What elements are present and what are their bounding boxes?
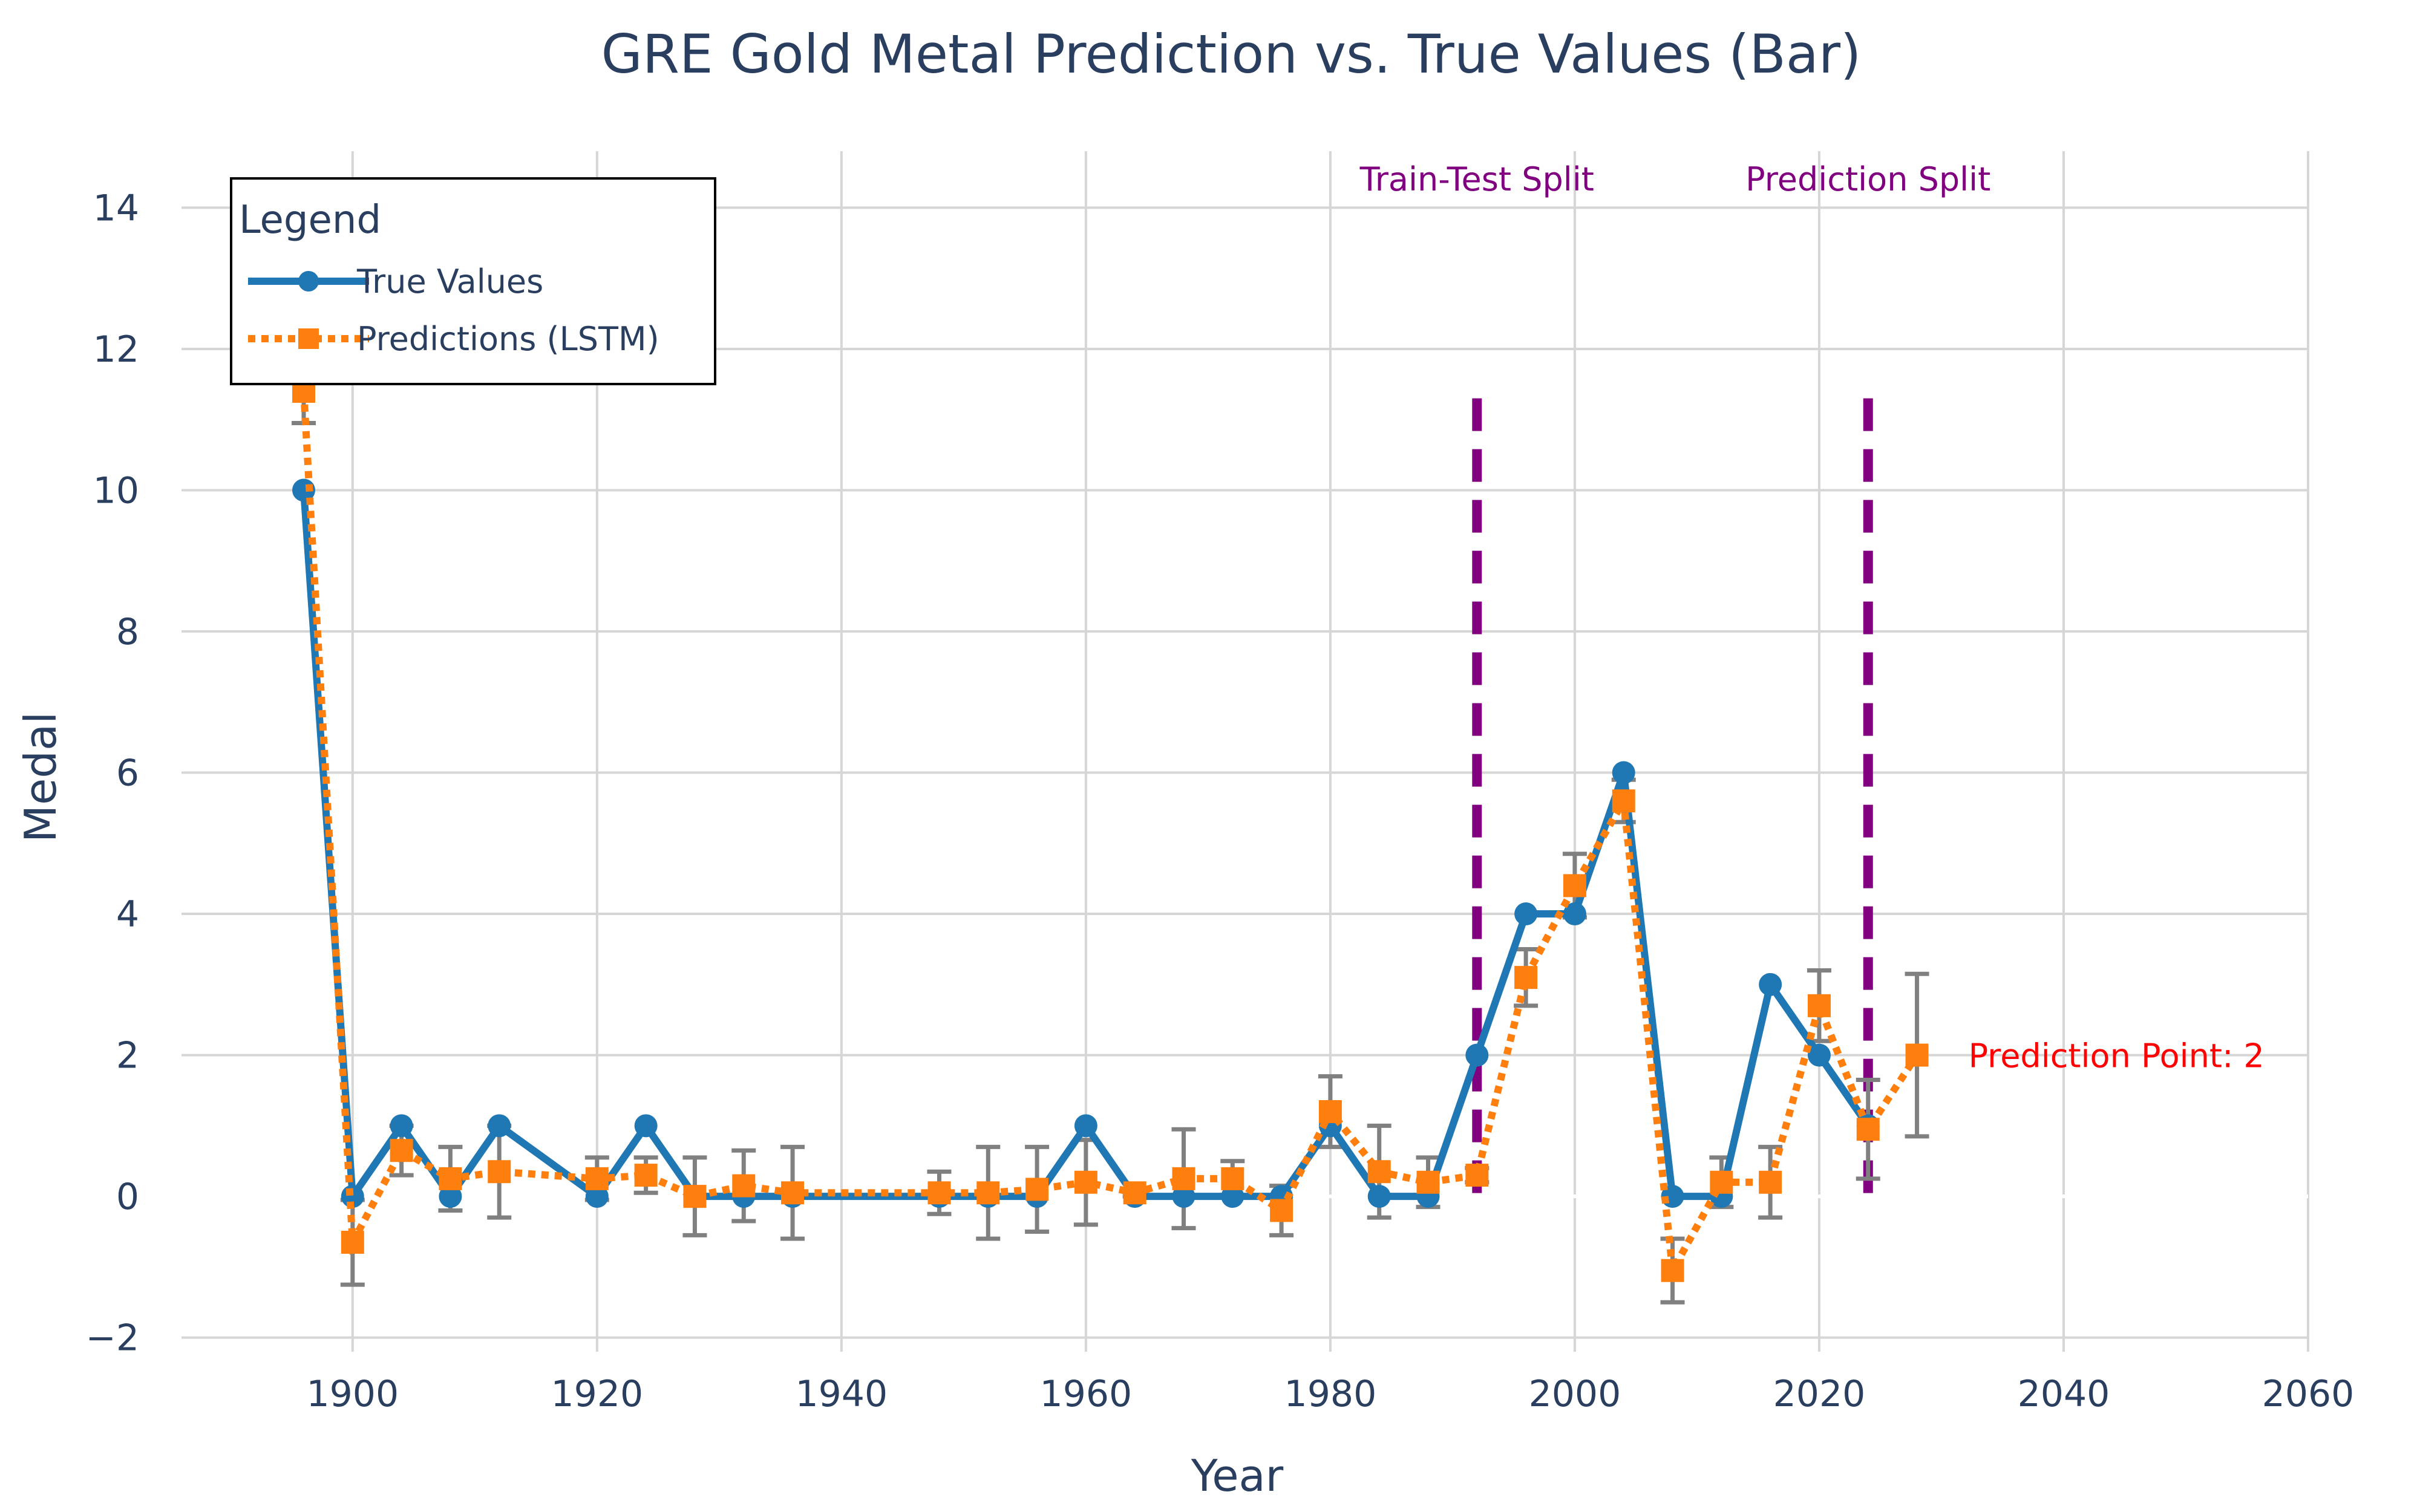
predictions-line — [300, 391, 1920, 1283]
prediction-point — [1465, 1164, 1489, 1187]
y-tick-label: −2 — [86, 1317, 139, 1360]
true-value-point — [1172, 1185, 1195, 1208]
true-value-point — [1563, 902, 1586, 926]
split-lines: Train-Test Split Prediction Split — [1359, 160, 1990, 1197]
x-tick-label: 2020 — [1773, 1373, 1866, 1415]
true-value-point — [1612, 761, 1635, 784]
true-value-point — [1221, 1185, 1244, 1208]
prediction-point — [341, 1231, 364, 1254]
prediction-point — [781, 1181, 805, 1205]
true-value-point — [390, 1114, 413, 1138]
grid-lines — [182, 151, 2309, 1352]
prediction-point — [732, 1174, 756, 1198]
prediction-point — [683, 1185, 707, 1208]
prediction-point — [1710, 1170, 1733, 1194]
true-values-line — [300, 490, 1871, 1201]
split-label-1: Prediction Split — [1745, 160, 1990, 198]
y-tick-label: 6 — [116, 752, 139, 795]
prediction-point — [1661, 1259, 1684, 1282]
legend-pred-marker — [298, 328, 319, 349]
y-tick-label: 2 — [116, 1035, 139, 1077]
prediction-point — [1416, 1170, 1440, 1194]
y-tick-label: 12 — [93, 328, 139, 371]
y-tick-label: 4 — [116, 893, 139, 936]
true-value-point — [439, 1185, 462, 1208]
series-predictions — [292, 380, 1929, 1283]
prediction-point — [1172, 1167, 1195, 1190]
prediction-point — [390, 1139, 413, 1162]
prediction-point — [1759, 1170, 1782, 1194]
prediction-point — [1612, 789, 1635, 813]
legend-label-true-values: True Values — [356, 262, 543, 301]
prediction-point — [1025, 1178, 1049, 1201]
prediction-point — [1123, 1181, 1146, 1205]
y-tick-label: 0 — [116, 1176, 139, 1218]
legend-true-marker — [298, 271, 319, 292]
y-tick-label: 14 — [93, 187, 139, 229]
prediction-point — [1318, 1100, 1342, 1123]
split-label-0: Train-Test Split — [1359, 160, 1594, 198]
prediction-point — [1514, 966, 1538, 989]
x-tick-label: 1980 — [1284, 1373, 1377, 1415]
prediction-point — [1807, 994, 1831, 1017]
x-tick-label: 1940 — [796, 1373, 888, 1415]
true-value-point — [1514, 902, 1538, 926]
prediction-point — [1074, 1170, 1097, 1194]
prediction-point-annotation: Prediction Point: 2 — [1969, 1037, 2265, 1075]
legend-label-predictions: Predictions (LSTM) — [357, 320, 659, 358]
y-tick-label: 10 — [93, 469, 139, 512]
x-axis-title: Year — [1191, 1450, 1284, 1501]
true-value-point — [1807, 1043, 1831, 1067]
y-axis-ticks: −2 0 2 4 6 8 10 12 14 — [86, 187, 139, 1359]
prediction-point — [1905, 1043, 1929, 1067]
legend-title: Legend — [239, 198, 381, 243]
legend: Legend True Values Predictions (LSTM) — [230, 177, 716, 385]
x-tick-label: 2060 — [2262, 1373, 2355, 1415]
prediction-point — [585, 1167, 609, 1190]
true-value-point — [585, 1185, 609, 1208]
prediction-point — [1270, 1199, 1293, 1222]
x-axis-ticks: 1900 1920 1940 1960 1980 2000 2020 2040 2060 — [306, 1373, 2354, 1415]
prediction-point — [1367, 1160, 1391, 1184]
true-value-point — [634, 1114, 658, 1138]
prediction-point — [1221, 1167, 1244, 1190]
prediction-point — [439, 1167, 462, 1190]
y-axis-title: Medal — [15, 712, 66, 842]
true-value-point — [1074, 1114, 1097, 1138]
true-value-point — [1759, 973, 1782, 996]
x-tick-label: 1960 — [1040, 1373, 1133, 1415]
prediction-point — [1856, 1118, 1880, 1141]
x-tick-label: 2040 — [2018, 1373, 2110, 1415]
prediction-point — [1563, 874, 1586, 898]
prediction-point — [927, 1181, 951, 1205]
y-tick-label: 8 — [116, 611, 139, 653]
prediction-point — [976, 1181, 1000, 1205]
x-tick-label: 1900 — [306, 1373, 399, 1415]
true-value-point — [1465, 1043, 1489, 1067]
true-value-point — [488, 1114, 511, 1138]
chart-title: GRE Gold Metal Prediction vs. True Value… — [601, 23, 1862, 85]
prediction-point — [634, 1164, 658, 1187]
true-value-point — [1367, 1185, 1391, 1208]
x-tick-label: 1920 — [551, 1373, 643, 1415]
prediction-point — [488, 1160, 511, 1184]
x-tick-label: 2000 — [1529, 1373, 1621, 1415]
